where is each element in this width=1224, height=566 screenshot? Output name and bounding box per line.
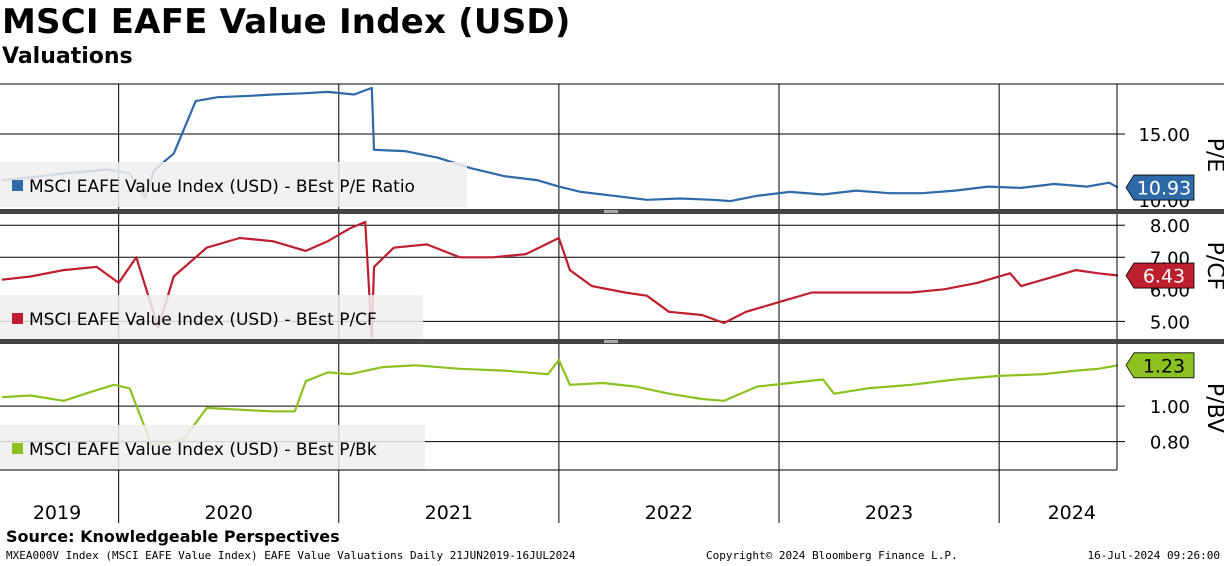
last-value-label-middle: 6.43 <box>1143 266 1185 288</box>
divider-grip-2 <box>604 340 618 343</box>
legend-box-middle <box>0 295 423 340</box>
source-note: Source: Knowledgeable Perspectives <box>6 527 340 546</box>
legend-label-top: MSCI EAFE Value Index (USD) - BEst P/E R… <box>29 177 415 197</box>
legend-bottom: MSCI EAFE Value Index (USD) - BEst P/Bk <box>0 425 425 470</box>
legend-box-top <box>0 162 467 207</box>
series-line-middle <box>1 220 1119 339</box>
axis-title-top: P/E <box>1202 138 1224 173</box>
footer-description: MXEA000V Index (MSCI EAFE Value Index) E… <box>6 549 576 562</box>
legend-swatch-top <box>12 180 23 191</box>
page-title: MSCI EAFE Value Index (USD) <box>2 2 571 42</box>
year-label-2022: 2022 <box>645 502 693 524</box>
legend-label-bottom: MSCI EAFE Value Index (USD) - BEst P/Bk <box>29 440 377 460</box>
tick-label-bottom-1: 0.80 <box>1150 433 1190 454</box>
axis-title-middle: P/CF <box>1202 242 1224 291</box>
tick-label-middle-2: 5.00 <box>1150 312 1190 333</box>
axis-title-bottom: P/BV <box>1202 383 1224 433</box>
tick-label-middle-0: 8.00 <box>1150 216 1190 237</box>
legend-label-middle: MSCI EAFE Value Index (USD) - BEst P/CF <box>29 310 377 330</box>
legend-top: MSCI EAFE Value Index (USD) - BEst P/E R… <box>0 162 467 207</box>
footer-timestamp: 16-Jul-2024 09:26:00 <box>1087 549 1220 562</box>
last-value-label-top: 10.93 <box>1137 178 1191 200</box>
page-subtitle: Valuations <box>2 44 133 69</box>
last-value-label-bottom: 1.23 <box>1143 355 1185 377</box>
legend-box-bottom <box>0 425 425 470</box>
last-value-badge-middle <box>1125 262 1195 289</box>
year-label-2023: 2023 <box>865 502 913 524</box>
last-value-badge-bottom <box>1125 352 1195 379</box>
legend-swatch-middle <box>12 313 23 324</box>
divider-grip-1 <box>604 210 618 213</box>
year-label-2020: 2020 <box>205 502 253 524</box>
panel-bottom: 1.00 0.80 MSCI EAFE Value Index (USD) - BE… <box>0 344 1224 470</box>
legend-middle: MSCI EAFE Value Index (USD) - BEst P/CF <box>0 295 423 340</box>
year-label-2019: 2019 <box>33 502 81 524</box>
series-line-top <box>1 86 1119 203</box>
tick-label-bottom-0: 1.00 <box>1150 397 1190 418</box>
last-value-badge-top <box>1125 174 1195 201</box>
tick-label-top-0: 15.00 <box>1138 125 1190 146</box>
year-label-2024: 2024 <box>1048 502 1096 524</box>
footer-copyright: Copyright© 2024 Bloomberg Finance L.P. <box>706 549 958 562</box>
year-label-2021: 2021 <box>425 502 473 524</box>
legend-swatch-bottom <box>12 443 23 454</box>
